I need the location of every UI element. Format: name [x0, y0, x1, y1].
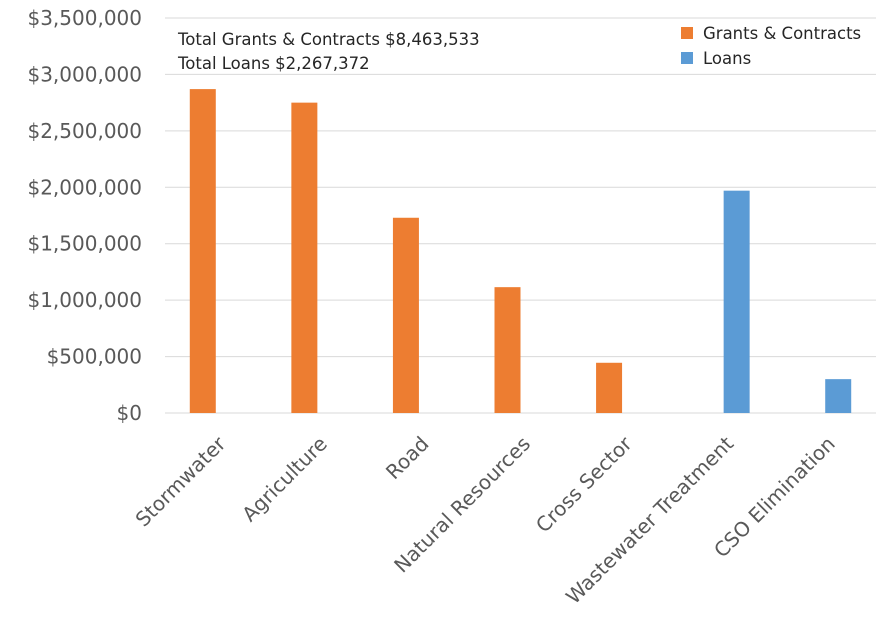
legend-swatch — [681, 27, 693, 39]
y-tick-label: $2,000,000 — [27, 175, 142, 199]
legend-label: Grants & Contracts — [703, 24, 861, 43]
x-tick-label: Cross Sector — [531, 431, 637, 537]
bar — [189, 89, 216, 413]
legend-label: Loans — [703, 49, 751, 68]
x-tick-label: Road — [381, 432, 433, 484]
y-tick-label: $0 — [117, 401, 142, 425]
bars — [189, 89, 852, 414]
y-tick-label: $3,500,000 — [27, 6, 142, 30]
y-tick-label: $1,000,000 — [27, 288, 142, 312]
bar — [723, 190, 750, 413]
total-grants-annotation: Total Grants & Contracts $8,463,533 — [177, 30, 480, 49]
x-tick-label: Agriculture — [237, 432, 332, 527]
bar — [291, 102, 318, 414]
y-axis-tick-labels: $0 $500,000 $1,000,000 $1,500,000 $2,000,000… — [27, 6, 142, 425]
bar — [494, 287, 521, 413]
bar — [596, 362, 623, 413]
x-tick-label: Wastewater Treatment — [561, 431, 738, 608]
y-tick-label: $3,000,000 — [27, 62, 142, 86]
x-tick-label: Stormwater — [131, 431, 231, 531]
total-loans-annotation: Total Loans $2,267,372 — [177, 54, 370, 73]
legend: Grants & Contracts Loans — [681, 24, 861, 68]
bar — [392, 217, 419, 413]
y-tick-label: $2,500,000 — [27, 119, 142, 143]
y-tick-label: $500,000 — [47, 345, 142, 369]
y-tick-label: $1,500,000 — [27, 232, 142, 256]
bar — [825, 379, 852, 413]
legend-swatch — [681, 52, 693, 64]
